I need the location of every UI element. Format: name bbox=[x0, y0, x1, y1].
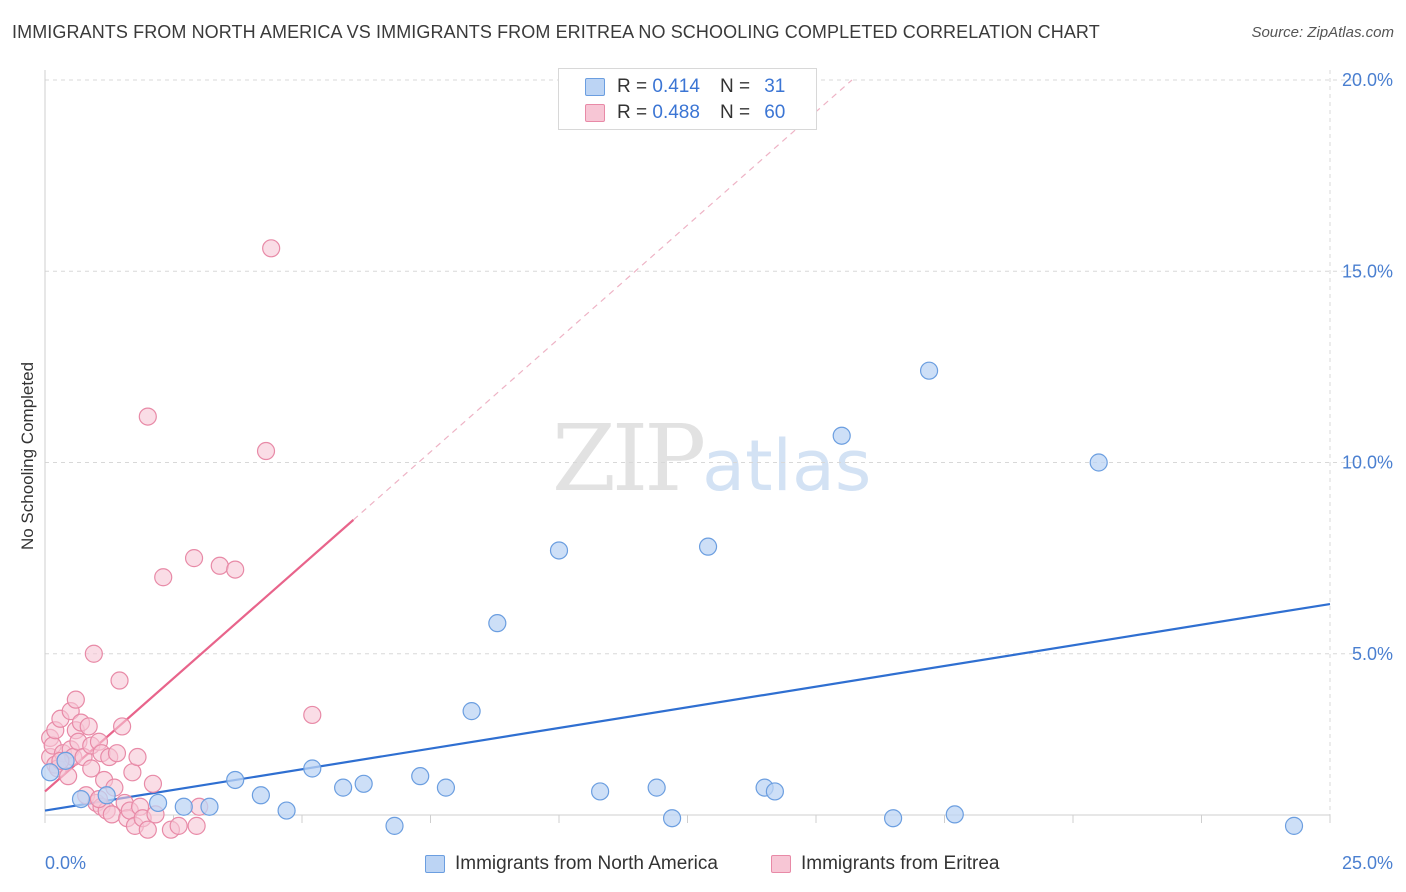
eritrea-point bbox=[184, 549, 204, 568]
legend-n-label: N = bbox=[719, 102, 751, 123]
correlation-legend: R = 0.414 N = 31 R = 0.488 N = 60 bbox=[558, 68, 817, 130]
eritrea-point bbox=[143, 774, 163, 793]
bottom-legend-label: Immigrants from Eritrea bbox=[801, 853, 1000, 874]
north-america-point bbox=[97, 786, 116, 805]
north-america-point bbox=[647, 778, 666, 797]
north-america-point bbox=[1089, 453, 1108, 472]
north-america-point bbox=[277, 801, 296, 820]
north-america-point bbox=[883, 809, 903, 828]
x-tick-label: 0.0% bbox=[45, 853, 86, 873]
eritrea-point bbox=[107, 744, 127, 763]
x-tick-label: 25.0% bbox=[1342, 853, 1393, 873]
watermark-zip: ZIP bbox=[552, 405, 706, 512]
eritrea-point bbox=[262, 239, 281, 258]
trendline-layer bbox=[44, 79, 1331, 812]
eritrea-point bbox=[138, 407, 157, 426]
legend-n-value: 31 bbox=[764, 76, 786, 97]
chart-title: IMMIGRANTS FROM NORTH AMERICA VS IMMIGRA… bbox=[12, 22, 1100, 42]
tick-label-layer: 5.0% 10.0% 15.0% 20.0% 0.0% 25.0% bbox=[45, 70, 1393, 873]
eritrea-point bbox=[66, 690, 85, 709]
eritrea-point bbox=[112, 717, 132, 736]
north-america-point bbox=[462, 702, 481, 721]
y-tick-label: 15.0% bbox=[1342, 261, 1393, 281]
north-america-point bbox=[200, 797, 219, 816]
grid-layer bbox=[44, 70, 1365, 823]
y-tick-label: 5.0% bbox=[1352, 644, 1393, 664]
north-america-trendline bbox=[44, 602, 1331, 812]
north-america-point bbox=[334, 778, 353, 797]
north-america-point bbox=[662, 809, 682, 828]
legend-r-value: 0.414 bbox=[652, 76, 700, 97]
eritrea-point bbox=[110, 671, 129, 690]
north-america-point bbox=[174, 797, 193, 816]
eritrea-point bbox=[123, 763, 142, 782]
eritrea-point bbox=[226, 560, 245, 579]
north-america-point bbox=[1284, 816, 1304, 835]
eritrea-point bbox=[128, 747, 147, 767]
north-america-point bbox=[436, 778, 456, 797]
eritrea-point bbox=[256, 441, 276, 461]
north-america-point bbox=[56, 751, 75, 770]
legend-swatch-blue bbox=[585, 78, 605, 96]
legend-r-value: 0.488 bbox=[652, 102, 700, 123]
y-tick-label: 10.0% bbox=[1342, 453, 1393, 473]
north-america-point bbox=[919, 361, 939, 380]
bottom-legend-label: Immigrants from North America bbox=[455, 853, 718, 874]
eritrea-trendline-extension bbox=[353, 79, 853, 521]
north-america-point bbox=[385, 816, 404, 835]
north-america-point bbox=[148, 793, 168, 813]
north-america-point bbox=[945, 805, 964, 824]
eritrea-point bbox=[79, 717, 98, 736]
eritrea-point bbox=[59, 767, 78, 786]
legend-r-label: R = bbox=[617, 102, 648, 123]
eritrea-point bbox=[303, 705, 322, 725]
north-america-point bbox=[549, 541, 569, 560]
north-america-point bbox=[71, 789, 91, 809]
source-label: Source: ZipAtlas.com bbox=[1251, 24, 1394, 41]
legend-n-label: N = bbox=[719, 76, 751, 97]
bottom-legend-north-america: Immigrants from North America bbox=[425, 852, 718, 876]
legend-r-label: R = bbox=[617, 76, 648, 97]
north-america-point bbox=[591, 782, 610, 801]
legend-n-value: 60 bbox=[764, 102, 786, 123]
eritrea-point bbox=[169, 816, 188, 835]
eritrea-point bbox=[84, 644, 103, 663]
north-america-point bbox=[765, 782, 784, 801]
north-america-point bbox=[354, 774, 373, 793]
north-america-point bbox=[832, 426, 851, 445]
eritrea-point bbox=[154, 568, 173, 587]
points-layer bbox=[41, 239, 1304, 839]
eritrea-point bbox=[138, 820, 157, 839]
eritrea-point bbox=[210, 556, 229, 575]
north-america-point bbox=[698, 537, 718, 556]
y-tick-label: 20.0% bbox=[1342, 70, 1393, 90]
legend-row-north-america: R = 0.414 N = 31 bbox=[585, 75, 785, 99]
eritrea-point bbox=[82, 759, 101, 778]
legend-row-eritrea: R = 0.488 N = 60 bbox=[585, 101, 785, 125]
north-america-point bbox=[303, 759, 322, 778]
north-america-point bbox=[251, 786, 270, 805]
north-america-point bbox=[41, 763, 60, 782]
legend-swatch-pink bbox=[585, 104, 605, 122]
bottom-legend-eritrea: Immigrants from Eritrea bbox=[771, 852, 999, 876]
north-america-point bbox=[411, 767, 430, 786]
bottom-legend-swatch-blue bbox=[425, 855, 445, 873]
eritrea-point bbox=[187, 816, 206, 835]
north-america-point bbox=[488, 614, 507, 633]
north-america-point bbox=[226, 770, 245, 790]
bottom-legend-swatch-pink bbox=[771, 855, 791, 873]
